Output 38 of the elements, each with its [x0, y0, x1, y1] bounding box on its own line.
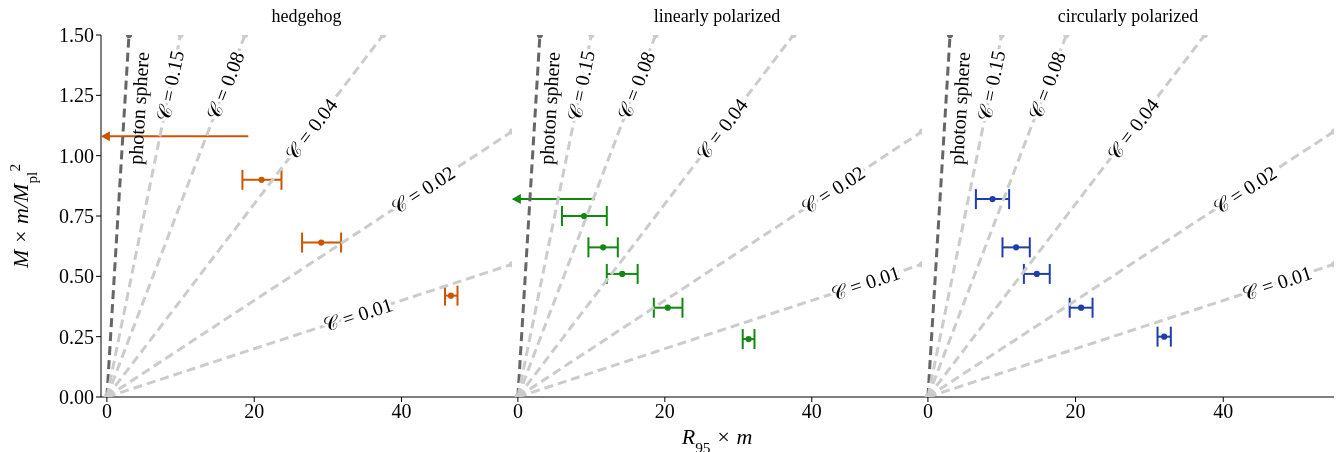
- x-tick-label: 20: [654, 400, 675, 423]
- text: photon sphere: [535, 51, 565, 166]
- text: 𝒞 = 0.15: [563, 48, 599, 123]
- x-tick-label: 0: [512, 400, 523, 423]
- chart-title: hedgehog: [271, 6, 342, 26]
- text: 𝒞 = 0.01: [320, 293, 396, 337]
- text: 𝒞 = 0.01: [1239, 261, 1315, 305]
- text: 𝒞 = 0.04: [691, 94, 753, 165]
- y-tick-label: 1.25: [59, 84, 94, 107]
- text: 𝒞 = 0.04: [1102, 94, 1164, 165]
- y-tick-label: 0.25: [59, 325, 94, 348]
- text: 𝒞 = 0.15: [973, 48, 1010, 123]
- text: photon sphere: [945, 51, 976, 166]
- text: 𝒞 = 0.15: [152, 48, 189, 123]
- y-tick-label: 1.00: [59, 144, 94, 167]
- x-tick-label: 40: [391, 400, 412, 423]
- y-tick-label: 0.75: [59, 205, 94, 228]
- x-axis-title: R$_{95}$ × m: [680, 424, 753, 452]
- text: photon sphere: [124, 51, 154, 166]
- text: 𝒞 = 0.08: [202, 48, 249, 123]
- y-tick-label: 0.50: [59, 265, 94, 288]
- x-tick-label: 40: [1213, 400, 1234, 423]
- x-tick-label: 0: [101, 400, 112, 423]
- x-tick-label: 40: [801, 400, 822, 423]
- chart-title: linearly polarized: [653, 6, 781, 26]
- chart-title: circularly polarized: [1057, 6, 1199, 26]
- text: 𝒞 = 0.02: [387, 161, 459, 219]
- x-tick-label: 0: [922, 400, 933, 423]
- text: 𝒞 = 0.02: [797, 161, 869, 219]
- x-tick-label: 20: [244, 400, 265, 423]
- y-tick-label: 0.00: [59, 386, 94, 409]
- text: 𝒞 = 0.04: [280, 94, 342, 165]
- text: 𝒞 = 0.08: [613, 48, 660, 123]
- y-tick-label: 1.50: [59, 24, 94, 47]
- text: 𝒞 = 0.08: [1023, 48, 1070, 123]
- text: 𝒞 = 0.01: [828, 261, 903, 305]
- x-tick-label: 20: [1065, 400, 1086, 423]
- text: 𝒞 = 0.02: [1208, 161, 1281, 219]
